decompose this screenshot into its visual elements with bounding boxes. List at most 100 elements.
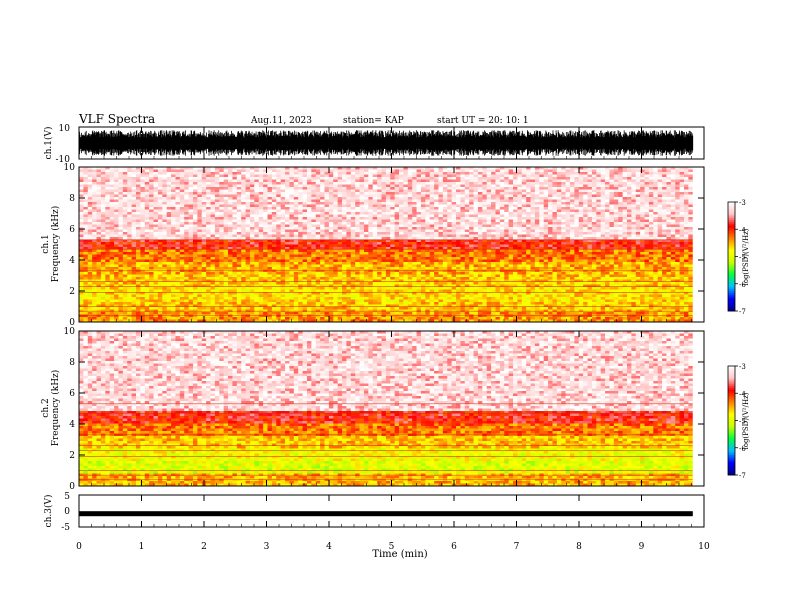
spectrogram-cell <box>539 237 545 240</box>
spectrogram-cell <box>192 254 198 258</box>
spectrogram-cell <box>609 189 615 193</box>
spectrogram-cell <box>600 194 606 198</box>
spectrogram-cell <box>306 244 312 248</box>
spectrogram-cell <box>517 172 523 175</box>
spectrogram-cell <box>219 199 225 203</box>
spectrogram-cell <box>96 214 102 218</box>
spectrogram-cell <box>249 254 255 258</box>
spectrogram-cell <box>683 214 689 218</box>
spectrogram-cell <box>390 209 396 213</box>
spectrogram-cell <box>157 189 163 193</box>
spectrogram-cell <box>100 229 106 233</box>
spectrogram-cell <box>368 222 374 225</box>
spectrogram-cell <box>622 222 628 225</box>
spectrogram-cell <box>153 242 159 245</box>
spectrogram-cell <box>289 179 295 183</box>
spectrogram-cell <box>662 212 667 215</box>
spectrogram-cell <box>635 214 641 218</box>
spectrogram-cell <box>587 219 593 223</box>
spectrogram-cell <box>675 184 680 188</box>
spectrogram-cell <box>144 167 150 170</box>
spectrogram-cell <box>561 222 567 225</box>
spectrogram-cell <box>648 197 654 200</box>
spectrogram-cell <box>412 192 417 195</box>
spectrogram-cell <box>583 184 588 188</box>
spectrogram-cell <box>644 187 650 190</box>
spectrogram-cell <box>214 249 220 253</box>
spectrogram-cell <box>346 254 352 258</box>
spectrogram-cell <box>486 189 492 193</box>
spectrogram-cell <box>342 192 347 195</box>
spectrogram-cell <box>192 247 198 250</box>
spectrogram-cell <box>416 217 422 220</box>
spectrogram-cell <box>350 224 356 228</box>
spectrogram-cell <box>315 229 321 233</box>
spectrogram-cell <box>561 232 567 235</box>
spectrogram-cell <box>135 212 141 215</box>
spectrogram-cell <box>508 219 514 223</box>
spectrogram-cell <box>591 224 597 228</box>
spectrogram-cell <box>368 167 374 170</box>
spectrogram-cell <box>210 214 216 218</box>
spectrogram-cell <box>105 199 111 203</box>
spectrogram-cell <box>144 194 150 198</box>
spectrogram-cell <box>517 237 523 240</box>
spectrogram-cell <box>460 177 466 180</box>
spectrogram-cell <box>144 199 150 203</box>
spectrogram-cell <box>280 199 286 203</box>
spectrogram-cell <box>534 194 540 198</box>
spectrogram-cell <box>105 194 111 198</box>
spectrogram-cell <box>175 214 181 218</box>
spectrogram-cell <box>223 177 229 180</box>
spectrogram-cell <box>118 244 124 248</box>
spectrogram-cell <box>372 174 378 178</box>
spectrogram-cell <box>499 179 505 183</box>
spectrogram-cell <box>127 177 132 180</box>
spectrogram-cell <box>184 242 189 245</box>
spectrogram-cell <box>631 249 637 253</box>
spectrogram-cell <box>201 177 207 180</box>
spectrogram-cell <box>302 232 308 235</box>
spectrogram-cell <box>228 249 233 253</box>
spectrogram-cell <box>245 202 251 205</box>
spectrogram-cell <box>635 174 641 178</box>
spectrogram-cell <box>315 207 321 210</box>
spectrogram-cell <box>192 224 198 228</box>
spectrogram-cell <box>210 254 216 258</box>
spectrogram-cell <box>425 237 431 240</box>
spectrogram-cell <box>127 184 132 188</box>
spectrogram-cell <box>456 207 461 210</box>
spectrogram-cell <box>570 239 575 243</box>
spectrogram-cell <box>92 169 97 173</box>
spectrogram-cell <box>171 217 176 220</box>
spectrogram-cell <box>640 229 645 233</box>
spectrogram-cell <box>683 217 689 220</box>
spectrogram-cell <box>201 237 207 240</box>
spectrogram-cell <box>153 217 159 220</box>
spectrogram-cell <box>534 222 540 225</box>
spectrogram-cell <box>206 247 211 250</box>
spectrogram-cell <box>596 174 602 178</box>
spectrogram-cell <box>324 219 330 223</box>
spectrogram-cell <box>631 247 637 250</box>
spectrogram-cell <box>289 184 295 188</box>
spectrogram-cell <box>530 249 536 253</box>
spectrogram-cell <box>184 194 189 198</box>
spectrogram-cell <box>377 254 382 258</box>
spectrogram-cell <box>434 244 439 248</box>
spectrogram-cell <box>399 167 404 170</box>
spectrogram-cell <box>394 207 400 210</box>
spectrogram-cell <box>149 194 154 198</box>
spectrogram-cell <box>118 167 124 170</box>
spectrogram-cell <box>403 247 409 250</box>
spectrogram-cell <box>157 239 163 243</box>
spectrogram-cell <box>591 192 597 195</box>
spectrogram-cell <box>543 242 549 245</box>
spectrogram-cell <box>363 239 369 243</box>
spectrogram-cell <box>245 184 251 188</box>
spectrogram-cell <box>504 212 510 215</box>
spectrogram-cell <box>350 247 356 250</box>
spectrogram-cell <box>87 207 93 210</box>
spectrogram-cell <box>368 179 374 183</box>
spectrogram-cell <box>236 224 242 228</box>
